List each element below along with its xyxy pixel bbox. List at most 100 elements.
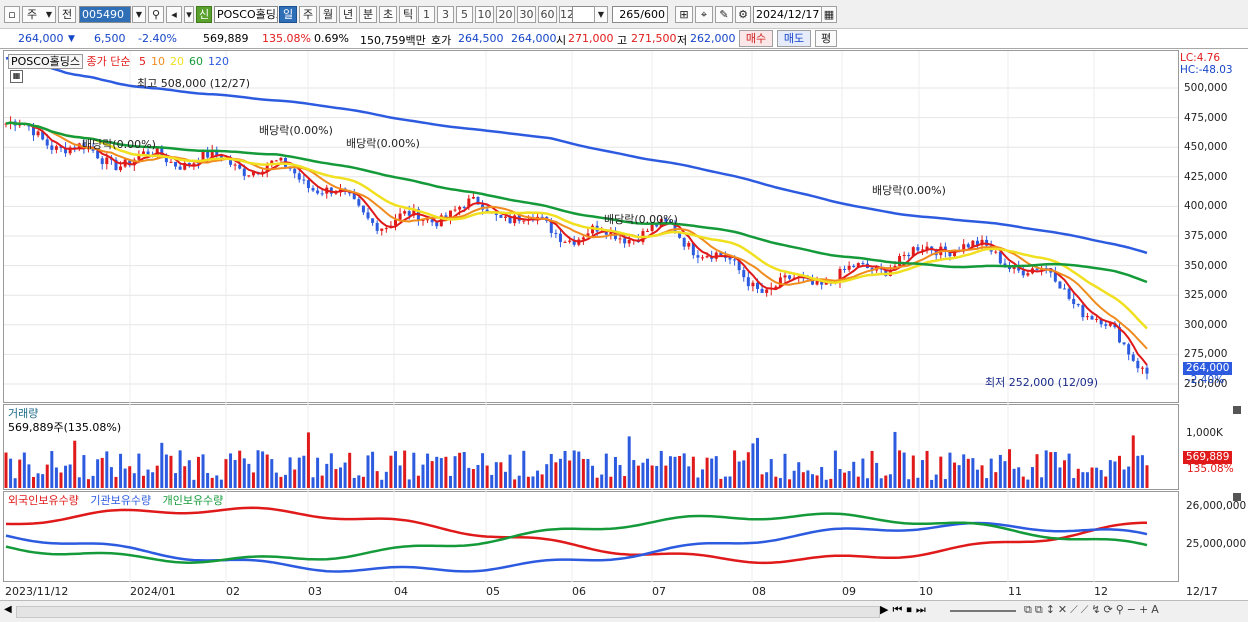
interval-button[interactable]: 30 [517, 6, 536, 23]
volume-bar [618, 465, 622, 488]
interval-button[interactable]: 10 [475, 6, 494, 23]
close-icon[interactable] [1233, 406, 1241, 414]
quote-bar: 264,000 ▼ 6,500 -2.40% 569,889 135.08% 0… [0, 29, 1248, 49]
volume-bar [517, 475, 521, 488]
dividend-note: 배당락(0.00%) [82, 138, 156, 151]
stock-name-field[interactable]: POSCO홀딩스 [214, 6, 278, 23]
buy-button[interactable]: 매수 [739, 30, 773, 47]
gear-icon[interactable]: ⚙ [735, 6, 751, 23]
volume-bar [1122, 469, 1126, 488]
candle-body [682, 237, 686, 247]
volume-bar [714, 456, 718, 488]
price-change: 6,500 [94, 32, 126, 45]
candle-body [1067, 288, 1071, 299]
candle-body [558, 233, 562, 242]
volume-bar [485, 465, 489, 488]
candle-body [760, 288, 764, 293]
period-button[interactable]: 일 [279, 6, 297, 23]
volume-bar [815, 475, 819, 488]
period-button[interactable]: 틱 [399, 6, 417, 23]
volume-bar [934, 474, 938, 488]
interval-button[interactable]: 20 [496, 6, 515, 23]
stock-code-input[interactable]: 005490 [79, 6, 131, 23]
speaker-icon[interactable]: ◂ [166, 6, 182, 23]
period-type-select[interactable]: 주 ▼ [22, 6, 56, 23]
volume-bar [719, 478, 723, 488]
legend-ma-period: 120 [207, 55, 229, 68]
volume-bar [549, 453, 553, 488]
horizontal-scrollbar[interactable] [16, 606, 880, 618]
candle-body [746, 277, 750, 287]
volume-bar [563, 450, 567, 488]
candle-body [911, 247, 915, 257]
tool-icons[interactable]: ⧉⧉↕✕⟋⟋↯⟳⚲−+A [1024, 603, 1162, 616]
table-icon[interactable]: ▦ [10, 70, 23, 83]
volume-bar [1095, 467, 1099, 488]
interval-dropdown-icon[interactable]: ▼ [594, 6, 608, 23]
price-panel[interactable] [3, 50, 1179, 403]
volume-bar [756, 437, 760, 488]
volume-bar [31, 476, 35, 488]
volume-bar [829, 478, 833, 488]
count-input[interactable]: 265/600 [612, 6, 668, 23]
volume-bar [581, 458, 585, 488]
volume-ratio: 135.08% [262, 32, 311, 45]
close-icon[interactable] [1233, 493, 1241, 501]
period-button[interactable]: 주 [299, 6, 317, 23]
scroll-left-icon[interactable]: ◀ [4, 604, 12, 615]
volume-bar [467, 467, 471, 488]
zoom-slider[interactable] [950, 610, 1016, 612]
candle-body [375, 222, 379, 231]
volume-bar [586, 459, 590, 488]
x-axis-label: 06 [572, 585, 586, 598]
candle-body [430, 219, 434, 223]
chart-tools-icon[interactable]: ⊞ [675, 6, 693, 23]
candle-body [357, 199, 361, 206]
x-axis-label: 07 [652, 585, 666, 598]
period-button[interactable]: 월 [319, 6, 337, 23]
legend-institution: 기관보유수량 [90, 494, 152, 507]
volume-bar [1140, 455, 1144, 488]
more-icon[interactable]: ▾ [184, 6, 194, 23]
drawing-icon[interactable]: ✎ [715, 6, 733, 23]
candle-body [971, 240, 975, 248]
volume-bar [1030, 467, 1034, 488]
holdings-panel[interactable] [3, 491, 1179, 582]
candle-body [1035, 268, 1039, 270]
candle-body [453, 209, 457, 211]
volume-bar [164, 454, 168, 488]
candle-body [247, 175, 251, 177]
volume-bar [962, 454, 966, 488]
interval-button[interactable]: 1 [418, 6, 435, 23]
interval-button[interactable]: 3 [437, 6, 454, 23]
search-icon[interactable]: ⚲ [148, 6, 164, 23]
period-button[interactable]: 초 [379, 6, 397, 23]
candle-body [591, 225, 595, 234]
volume-bar [339, 467, 343, 488]
window-icon[interactable]: ▫ [4, 6, 20, 23]
volume-bar [1127, 466, 1131, 488]
volume-bar [36, 473, 40, 488]
interval-button[interactable]: 5 [456, 6, 473, 23]
candle-body [586, 233, 590, 238]
volume-bar [169, 455, 173, 488]
playback-controls[interactable]: ▶⏮⏹⏭ [880, 603, 930, 616]
interval-button[interactable]: 60 [538, 6, 557, 23]
code-dropdown-icon[interactable]: ▼ [132, 6, 146, 23]
new-badge[interactable]: 신 [196, 6, 212, 23]
volume-bar [746, 452, 750, 488]
volume-bar [481, 453, 485, 488]
prev-button[interactable]: 전 [58, 6, 76, 23]
volume-bar [742, 460, 746, 488]
volume-bar [838, 468, 842, 488]
eval-button[interactable]: 평 [815, 30, 837, 47]
period-button[interactable]: 분 [359, 6, 377, 23]
calendar-icon[interactable]: ▦ [821, 6, 837, 23]
sell-button[interactable]: 매도 [777, 30, 811, 47]
candle-body [293, 168, 297, 174]
volume-bar [1044, 450, 1048, 488]
candle-body [925, 246, 929, 250]
candle-body [68, 147, 72, 154]
crosshair-icon[interactable]: ⌖ [695, 6, 713, 23]
period-button[interactable]: 년 [339, 6, 357, 23]
